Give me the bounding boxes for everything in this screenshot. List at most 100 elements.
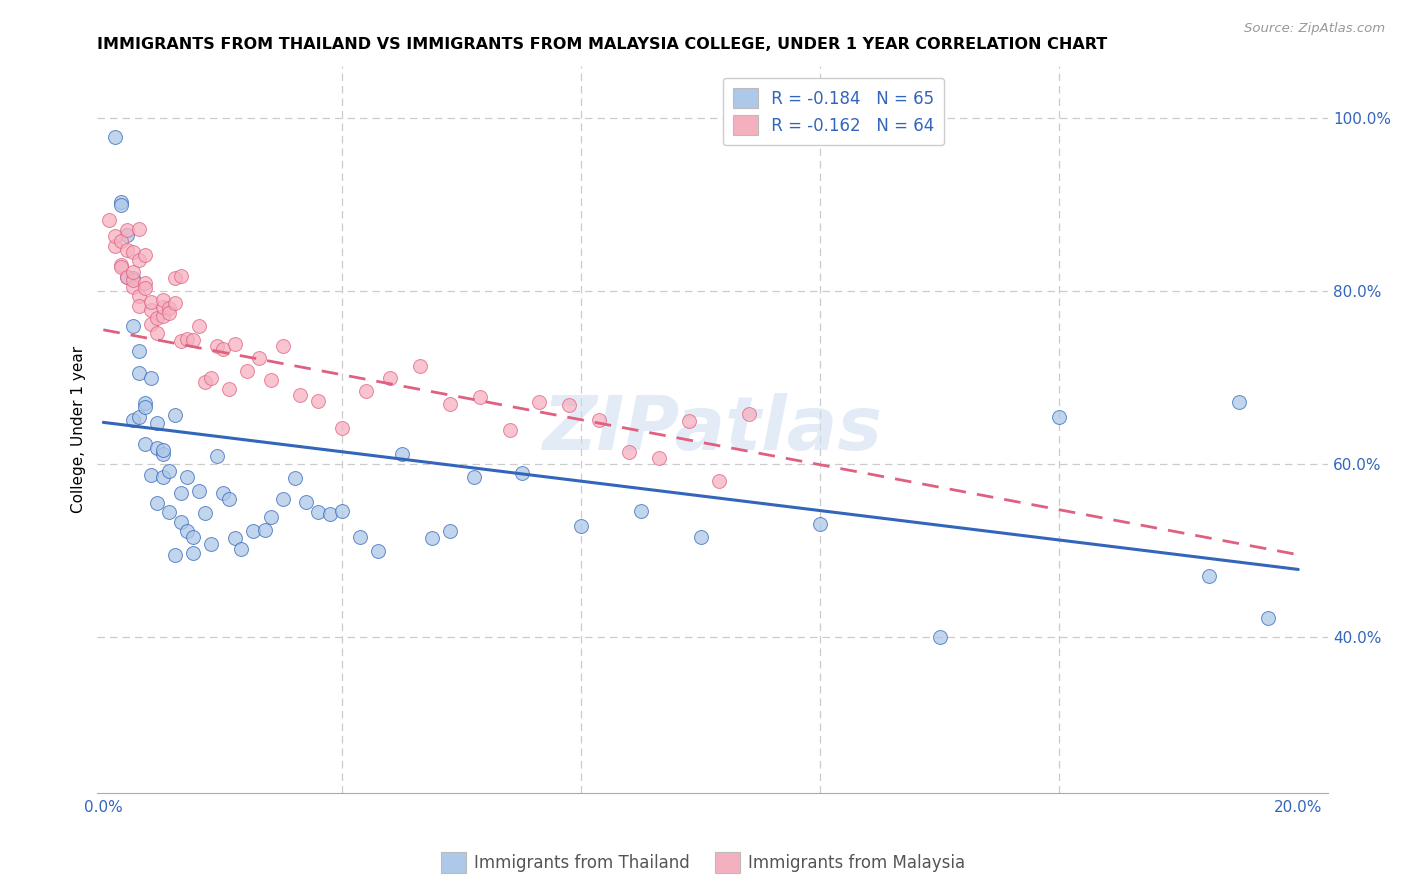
Point [194,375,217,389]
Point [115,269,138,284]
Point [218,491,240,506]
Point [122,413,145,427]
Point [134,248,156,262]
Point [200,371,222,385]
Legend: Immigrants from Thailand, Immigrants from Malaysia: Immigrants from Thailand, Immigrants fro… [434,846,972,880]
Point [110,258,132,272]
Point [330,504,353,518]
Point [181,546,204,560]
Point [1198,568,1220,582]
Point [146,496,169,510]
Point [170,515,193,529]
Point [187,483,209,498]
Point [122,279,145,293]
Point [529,394,551,409]
Point [128,299,150,313]
Point [146,326,169,340]
Point [170,334,193,348]
Point [194,506,217,520]
Point [181,334,204,348]
Point [152,470,174,484]
Point [122,318,145,333]
Point [349,530,371,544]
Point [200,536,222,550]
Point [163,408,186,422]
Point [510,467,533,481]
Point [170,486,193,500]
Point [139,371,162,385]
Point [588,413,610,427]
Point [253,523,276,537]
Point [569,519,592,533]
Point [242,524,264,538]
Point [128,366,150,380]
Text: ZIPatlas: ZIPatlas [543,392,883,466]
Point [128,409,150,424]
Point [128,343,150,358]
Point [224,531,246,545]
Point [115,223,138,237]
Point [122,273,145,287]
Point [170,268,193,283]
Point [104,130,127,145]
Point [468,390,491,404]
Point [707,474,730,488]
Point [737,407,759,421]
Point [134,436,156,450]
Y-axis label: College, Under 1 year: College, Under 1 year [72,346,86,513]
Legend:  R = -0.184   N = 65,  R = -0.162   N = 64: R = -0.184 N = 65, R = -0.162 N = 64 [723,78,945,145]
Point [307,393,329,408]
Point [463,470,485,484]
Point [122,271,145,285]
Point [176,524,198,538]
Point [229,542,252,557]
Point [498,423,520,437]
Point [211,342,233,356]
Text: Source: ZipAtlas.com: Source: ZipAtlas.com [1244,22,1385,36]
Point [122,245,145,260]
Point [152,293,174,307]
Point [176,332,198,346]
Point [176,469,198,483]
Point [139,467,162,482]
Point [134,400,156,414]
Point [139,317,162,331]
Point [181,530,204,544]
Point [104,229,127,244]
Point [134,280,156,294]
Point [157,306,180,320]
Point [110,194,132,209]
Point [558,399,581,413]
Point [224,336,246,351]
Point [128,289,150,303]
Point [146,441,169,455]
Point [235,364,257,378]
Point [152,309,174,323]
Point [139,295,162,310]
Point [391,447,413,461]
Point [307,505,329,519]
Point [211,485,233,500]
Point [110,260,132,275]
Point [110,197,132,211]
Point [689,530,711,544]
Point [271,491,294,506]
Point [409,359,432,374]
Point [163,548,186,562]
Point [283,471,305,485]
Point [146,310,169,325]
Point [115,269,138,284]
Point [330,421,353,435]
Point [319,507,342,521]
Point [259,373,281,387]
Point [122,265,145,279]
Point [152,443,174,458]
Point [290,388,312,402]
Point [110,234,132,248]
Text: IMMIGRANTS FROM THAILAND VS IMMIGRANTS FROM MALAYSIA COLLEGE, UNDER 1 YEAR CORRE: IMMIGRANTS FROM THAILAND VS IMMIGRANTS F… [97,37,1108,53]
Point [271,339,294,353]
Point [146,416,169,430]
Point [187,318,209,333]
Point [354,384,377,398]
Point [115,228,138,243]
